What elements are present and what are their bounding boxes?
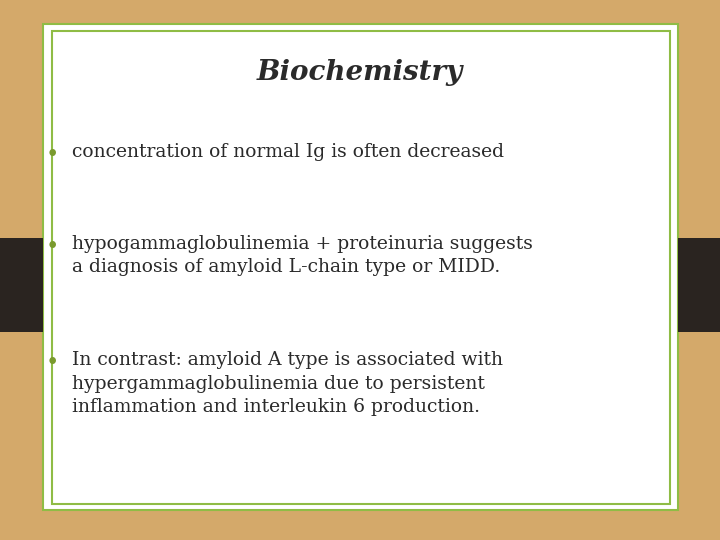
Text: concentration of normal Ig is often decreased: concentration of normal Ig is often decr…: [72, 143, 504, 161]
Text: Biochemistry: Biochemistry: [257, 59, 463, 86]
Text: •: •: [46, 235, 59, 258]
Text: hypogammaglobulinemia + proteinuria suggests
a diagnosis of amyloid L-chain type: hypogammaglobulinemia + proteinuria sugg…: [72, 235, 533, 276]
Text: In contrast: amyloid A type is associated with
hypergammaglobulinemia due to per: In contrast: amyloid A type is associate…: [72, 351, 503, 416]
FancyBboxPatch shape: [43, 24, 678, 510]
Text: •: •: [46, 143, 59, 166]
FancyBboxPatch shape: [0, 238, 43, 332]
FancyBboxPatch shape: [678, 238, 720, 332]
Text: •: •: [46, 351, 59, 374]
